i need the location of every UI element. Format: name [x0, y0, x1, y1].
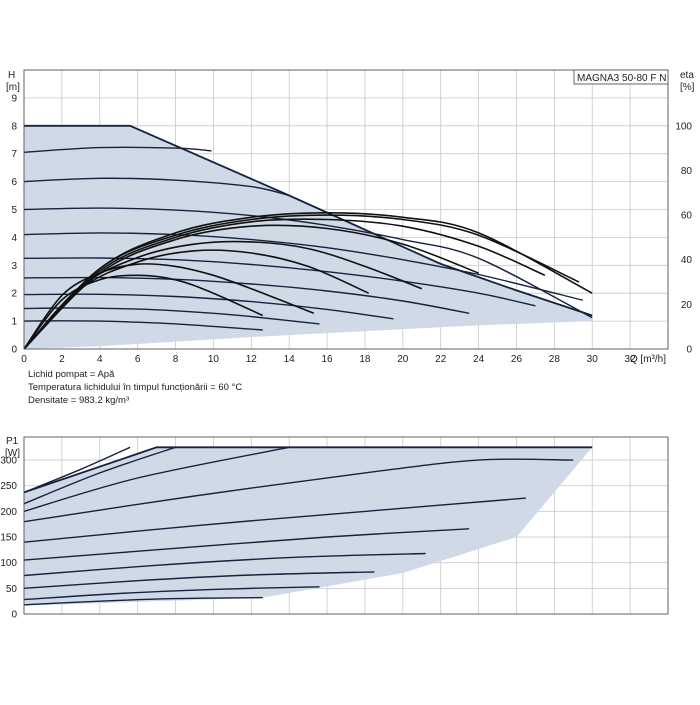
head-x-tick: 0 — [21, 354, 27, 365]
head-y-tick: 9 — [11, 93, 17, 104]
efficiency-curve-5 — [23, 224, 479, 350]
model-label: MAGNA3 50-80 F N — [577, 73, 666, 84]
power-curve-8 — [23, 446, 290, 513]
power-y-label: P1 — [6, 436, 19, 447]
efficiency-y-tick: 60 — [681, 211, 693, 222]
head-y-tick: 0 — [11, 345, 17, 356]
efficiency-curve-1 — [23, 274, 264, 350]
head-curve-6 — [23, 232, 583, 301]
head-region-fill — [24, 125, 593, 349]
efficiency-curve-2 — [23, 263, 315, 350]
head-curve-7 — [23, 207, 593, 319]
power-y-tick: 250 — [0, 481, 17, 492]
note-temperature: Temperatura lichidului în timpul funcțio… — [28, 382, 242, 393]
head-x-tick: 4 — [97, 354, 103, 365]
power-y-tick: 200 — [0, 507, 17, 518]
power-curve-2 — [23, 586, 320, 601]
efficiency-curve-6 — [23, 218, 546, 350]
power-curve-5 — [23, 528, 470, 561]
head-x-tick: 30 — [587, 354, 599, 365]
power-y-unit: [W] — [5, 448, 20, 459]
head-max-envelope — [24, 124, 593, 317]
head-curve-5 — [23, 257, 536, 307]
head-y-tick: 8 — [11, 121, 17, 132]
head-y-tick: 7 — [11, 149, 17, 160]
head-y-tick: 3 — [11, 261, 17, 272]
power-y-tick: 300 — [0, 456, 17, 467]
power-curves — [23, 446, 593, 606]
head-x-tick: 22 — [435, 354, 447, 365]
head-curve-2 — [23, 307, 320, 325]
head-curve-8 — [23, 177, 290, 197]
efficiency-curve-8 — [23, 211, 593, 350]
power-curve-6 — [23, 497, 526, 543]
head-curve-9 — [23, 146, 212, 153]
power-operating-region — [24, 447, 593, 606]
head-curve-1 — [23, 320, 263, 331]
efficiency-curves — [23, 211, 593, 350]
head-x-tick: 8 — [173, 354, 179, 365]
efficiency-y-tick: 40 — [681, 255, 693, 266]
head-y-tick: 5 — [11, 205, 17, 216]
fluid-notes: Lichid pompat = Apă Temperatura lichidul… — [28, 369, 242, 406]
power-curve-1 — [23, 596, 263, 606]
head-x-tick: 20 — [397, 354, 409, 365]
head-y-tick: 6 — [11, 177, 17, 188]
head-plot-frame — [23, 69, 669, 350]
note-density: Densitate = 983.2 kg/m³ — [28, 395, 129, 406]
head-x-tick: 12 — [246, 354, 258, 365]
power-curve-4 — [23, 552, 426, 577]
head-y-tick: 1 — [11, 317, 17, 328]
head-x-tick: 28 — [549, 354, 561, 365]
power-curve-9 — [23, 446, 176, 505]
head-y-label: H — [8, 70, 15, 81]
head-x-tick: 18 — [359, 354, 371, 365]
power-curve-3 — [23, 571, 375, 589]
power-y-tick: 100 — [0, 558, 17, 569]
efficiency-y-tick: 0 — [686, 345, 692, 356]
head-frame — [23, 69, 669, 350]
power-y-tick: 0 — [11, 610, 17, 621]
note-fluid: Lichid pompat = Apă — [28, 369, 115, 380]
head-y-tick: 2 — [11, 289, 17, 300]
head-operating-region — [24, 125, 593, 349]
power-axis-labels: 0 50 100 150 200 250 300 P1[W] — [0, 436, 20, 621]
head-x-label: Q [m³/h] — [630, 354, 666, 365]
power-y-tick: 150 — [0, 533, 17, 544]
head-curve-3 — [23, 293, 394, 320]
efficiency-y-label: eta — [680, 70, 694, 81]
head-y-tick: 4 — [11, 233, 17, 244]
power-curve-7 — [23, 458, 574, 523]
power-frame — [23, 436, 669, 615]
head-x-tick: 26 — [511, 354, 523, 365]
head-x-tick: 16 — [321, 354, 333, 365]
head-x-tick: 6 — [135, 354, 141, 365]
efficiency-y-tick: 80 — [681, 166, 693, 177]
power-y-tick: 50 — [6, 584, 18, 595]
efficiency-y-tick: 100 — [675, 121, 692, 132]
power-plot-frame — [23, 436, 669, 615]
efficiency-y-unit: [%] — [680, 82, 695, 93]
head-x-tick: 24 — [473, 354, 485, 365]
power-region-fill — [24, 447, 593, 606]
model-label-box — [573, 69, 669, 85]
power-max-envelope — [23, 446, 593, 494]
efficiency-y-tick: 20 — [681, 300, 693, 311]
head-axis-labels: 0 2 4 6 8 10 12 14 16 18 20 22 24 26 28 30 3201234567890… — [6, 69, 695, 365]
head-x-tick: 32 — [625, 354, 637, 365]
head-y-unit: [m] — [6, 82, 20, 93]
head-x-tick: 14 — [284, 354, 296, 365]
head-x-tick: 10 — [208, 354, 220, 365]
head-x-tick: 2 — [59, 354, 65, 365]
